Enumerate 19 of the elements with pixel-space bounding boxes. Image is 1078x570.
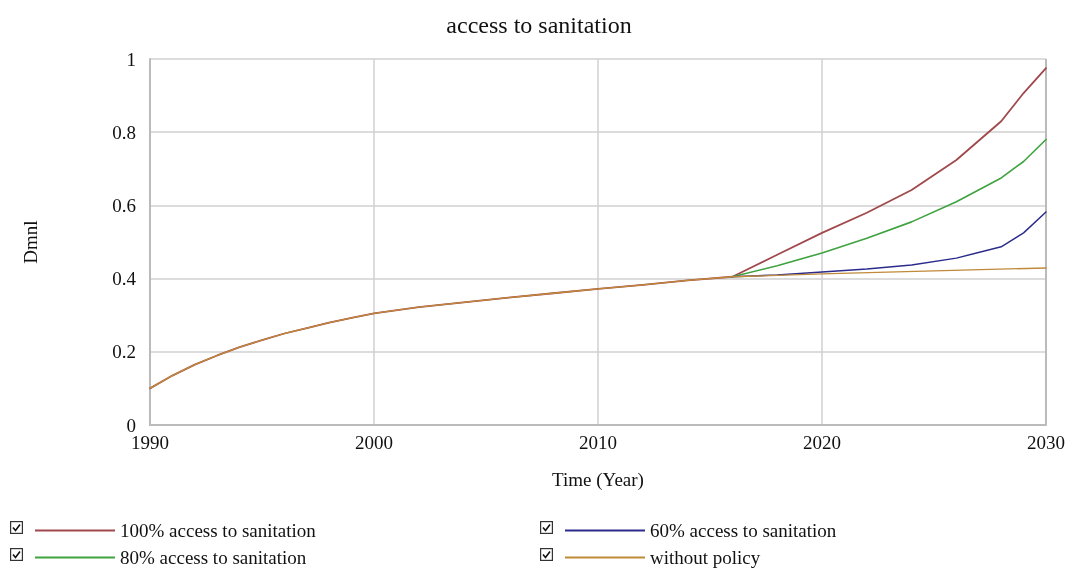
x-axis-title: Time (Year)	[552, 469, 644, 491]
line-series	[731, 138, 1047, 278]
legend-label: without policy	[650, 547, 761, 568]
legend-label: 100% access to sanitation	[120, 520, 317, 541]
y-axis-title: Dmnl	[20, 220, 41, 264]
y-tick-label: 1	[126, 48, 136, 70]
legend-label: 80% access to sanitation	[120, 547, 307, 568]
y-tick-label: 0.8	[112, 121, 136, 143]
y-tick-label: 0.6	[112, 194, 136, 216]
x-tick-label: 2000	[355, 432, 393, 453]
x-tick-label: 2010	[579, 432, 617, 453]
x-tick-label: 2030	[1027, 432, 1065, 453]
x-tick-label: 2020	[803, 432, 841, 453]
chart-title: access to sanitation	[446, 12, 632, 38]
line-series	[149, 67, 1047, 390]
line-series	[149, 267, 1047, 390]
y-tick-label: 0.4	[112, 268, 137, 290]
y-tick-label: 0.2	[112, 341, 136, 363]
legend-label: 60% access to sanitation	[650, 520, 837, 541]
